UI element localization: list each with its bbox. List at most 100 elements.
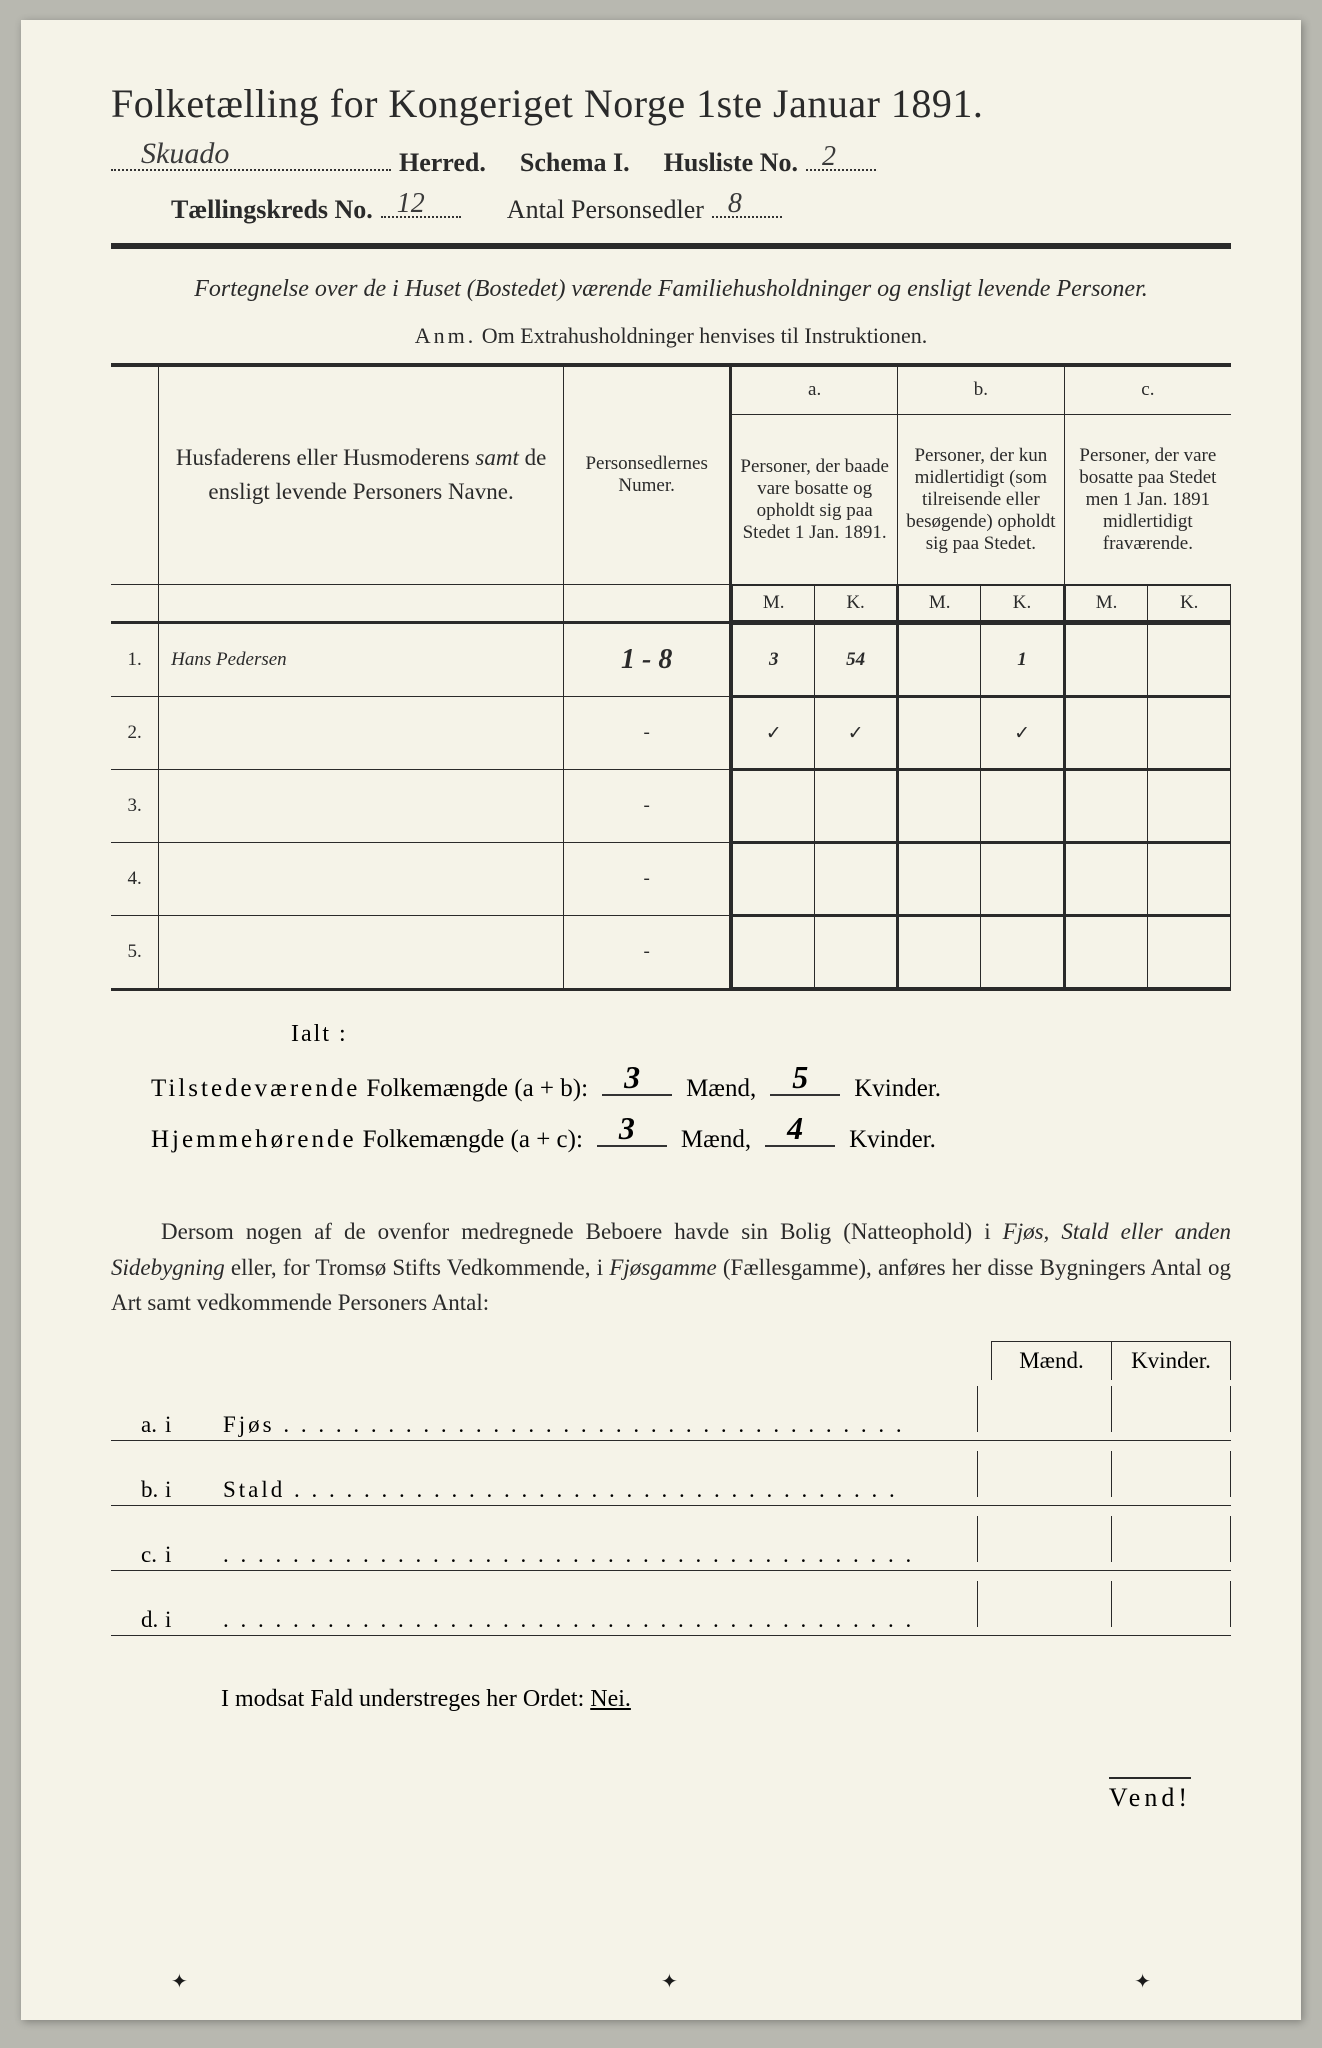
col-a-header: Personer, der baade vare bosatte og opho… <box>731 415 898 585</box>
list-item: d. i . . . . . . . . . . . . . . . . . .… <box>111 1581 1231 1636</box>
rownum: 3. <box>111 770 159 843</box>
hjemme-m: 3 <box>619 1110 635 1147</box>
rownum: 2. <box>111 697 159 770</box>
pn-cell: - <box>564 916 731 990</box>
building-paragraph: Dersom nogen af de ovenfor medregnede Be… <box>111 1214 1231 1321</box>
name-cell: Hans Pedersen <box>159 623 564 697</box>
col-a-m: M. <box>733 586 815 621</box>
husliste-value: 2 <box>822 141 836 173</box>
ialt-label: Ialt : <box>291 1021 1231 1048</box>
pn-cell: - <box>564 843 731 916</box>
census-table: Husfaderens eller Husmoderens samt de en… <box>111 363 1231 992</box>
row-label: c. <box>111 1542 151 1568</box>
hjemme-m-field: 3 <box>597 1117 667 1147</box>
a-k: ✓ <box>815 698 897 769</box>
herred-field: Skuado <box>111 145 391 171</box>
maend-label-2: Mænd, <box>681 1126 751 1154</box>
modsat-line: I modsat Fald understreges her Ordet: Ne… <box>111 1686 1231 1713</box>
col-name-header: Husfaderens eller Husmoderens samt de en… <box>159 365 564 585</box>
row-k <box>1111 1386 1231 1432</box>
kvinder-col-header: Kvinder. <box>1111 1341 1231 1380</box>
c-m <box>1065 698 1148 769</box>
tilstede-k: 5 <box>792 1059 808 1096</box>
kvinder-label: Kvinder. <box>854 1075 941 1103</box>
husliste-label: Husliste No. <box>664 148 798 178</box>
hjemme-rest: Folkemængde (a + c): <box>363 1126 583 1154</box>
row-k <box>1111 1516 1231 1562</box>
row-i: i <box>165 1607 189 1633</box>
col-c-header: Personer, der vare bosatte paa Stedet me… <box>1064 415 1231 585</box>
c-k <box>1148 625 1231 696</box>
pn-cell: - <box>564 697 731 770</box>
col-c-k: K. <box>1148 586 1231 621</box>
anm-label: Anm. <box>415 323 477 348</box>
row-m <box>977 1516 1097 1562</box>
name-cell <box>159 770 564 843</box>
antal-field: 8 <box>712 192 782 218</box>
tilstede-m: 3 <box>624 1059 640 1096</box>
row-label: b. <box>111 1477 151 1503</box>
kreds-field: 12 <box>381 192 461 218</box>
pn-cell: - <box>564 770 731 843</box>
anm-text: Om Extrahusholdninger henvises til Instr… <box>482 323 927 348</box>
table-row: 4. - <box>111 843 1231 916</box>
census-form-page: Folketælling for Kongeriget Norge 1ste J… <box>21 20 1301 2020</box>
col-b-header: Personer, der kun midlertidigt (som tilr… <box>898 415 1065 585</box>
totals-line-1: Tilstedeværende Folkemængde (a + b): 3 M… <box>111 1066 1231 1103</box>
name-cell <box>159 697 564 770</box>
punch-mark-icon: ✦ <box>1134 1969 1151 1994</box>
herred-value: Skuado <box>141 137 229 171</box>
maend-label: Mænd, <box>686 1075 756 1103</box>
header-line-2: Tællingskreds No. 12 Antal Personsedler … <box>111 192 1231 225</box>
pn-cell: 1 - 8 <box>564 623 731 697</box>
table-row: 2. - ✓ ✓ ✓ <box>111 697 1231 770</box>
a-m: 3 <box>733 625 815 696</box>
tilstede-k-field: 5 <box>770 1066 840 1096</box>
table-row: 3. - <box>111 770 1231 843</box>
row-i: i <box>165 1542 189 1568</box>
row-m <box>977 1581 1097 1627</box>
header-line-1: Skuado Herred. Schema I. Husliste No. 2 <box>111 145 1231 178</box>
table-row: 5. - <box>111 916 1231 990</box>
modsat-nei: Nei. <box>590 1686 631 1712</box>
row-i: i <box>165 1412 189 1438</box>
row-m <box>977 1386 1097 1432</box>
a-k: 54 <box>815 625 897 696</box>
a-m: ✓ <box>733 698 815 769</box>
hjemme-k: 4 <box>787 1110 803 1147</box>
list-item: b. i Stald . . . . . . . . . . . . . . .… <box>111 1451 1231 1506</box>
col-b-k: K. <box>981 586 1063 621</box>
c-k <box>1148 698 1231 769</box>
col-b-m: M. <box>899 586 981 621</box>
row-field: Stald . . . . . . . . . . . . . . . . . … <box>203 1477 963 1503</box>
b-k: ✓ <box>981 698 1063 769</box>
antal-value: 8 <box>728 188 742 220</box>
herred-label: Herred. <box>399 148 486 178</box>
kvinder-label-2: Kvinder. <box>849 1126 936 1154</box>
hjemme-label: Hjemmehørende <box>151 1126 357 1154</box>
tilstede-rest: Folkemængde (a + b): <box>366 1075 588 1103</box>
kreds-label: Tællingskreds No. <box>171 195 373 225</box>
b-k: 1 <box>981 625 1063 696</box>
totals-line-2: Hjemmehørende Folkemængde (a + c): 3 Mæn… <box>111 1117 1231 1154</box>
list-item: a. i Fjøs . . . . . . . . . . . . . . . … <box>111 1386 1231 1441</box>
anm-line: Anm. Om Extrahusholdninger henvises til … <box>111 323 1231 349</box>
schema-label: Schema I. <box>520 148 630 178</box>
c-m <box>1065 625 1148 696</box>
col-a-k: K. <box>815 586 897 621</box>
col-b-label: b. <box>898 365 1065 415</box>
hjemme-k-field: 4 <box>765 1117 835 1147</box>
table-row: 1. Hans Pedersen 1 - 8 3 54 1 <box>111 623 1231 697</box>
divider-rule <box>111 243 1231 249</box>
row-label: a. <box>111 1412 151 1438</box>
row-k <box>1111 1451 1231 1497</box>
punch-mark-icon: ✦ <box>171 1969 188 1994</box>
b-m <box>899 625 981 696</box>
husliste-field: 2 <box>806 145 876 171</box>
row-k <box>1111 1581 1231 1627</box>
kreds-value: 12 <box>397 188 425 220</box>
row-i: i <box>165 1477 189 1503</box>
maend-col-header: Mænd. <box>991 1341 1111 1380</box>
row-field: Fjøs . . . . . . . . . . . . . . . . . .… <box>203 1412 963 1438</box>
page-title: Folketælling for Kongeriget Norge 1ste J… <box>111 80 1231 127</box>
